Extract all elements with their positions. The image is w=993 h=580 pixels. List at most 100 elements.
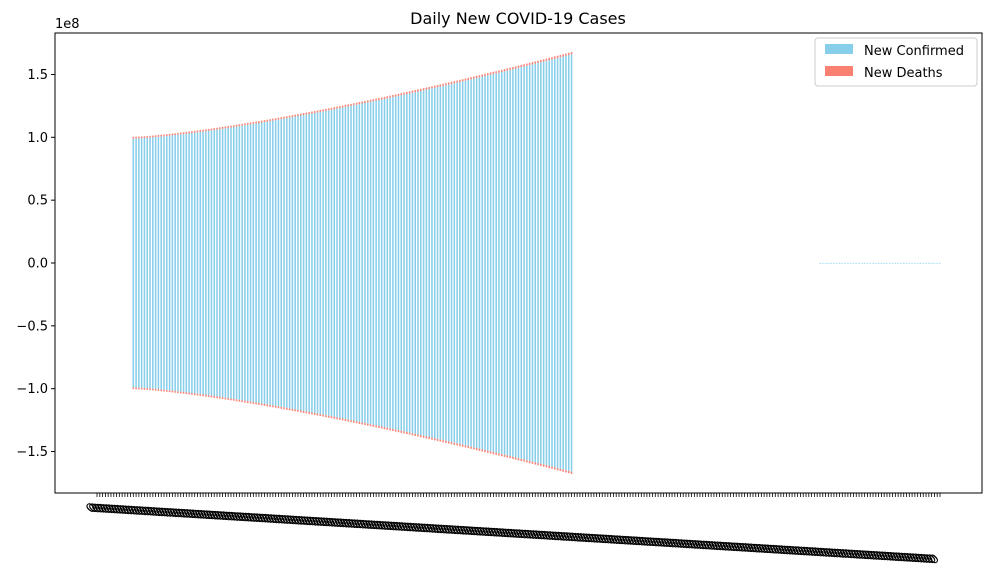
bar-new-deaths-positive <box>562 54 564 57</box>
bar-new-deaths-negative <box>425 436 428 439</box>
bar-new-deaths-positive <box>565 53 567 56</box>
bar-new-confirmed-negative <box>249 263 252 402</box>
bar-new-confirmed-positive <box>526 65 528 264</box>
bar-new-confirmed-negative <box>548 263 550 466</box>
bar-new-deaths-positive <box>442 83 444 86</box>
bar-new-confirmed-positive <box>548 60 550 263</box>
y-tick-label: −0.5 <box>16 319 48 334</box>
bar-new-deaths-negative <box>506 455 509 458</box>
bar-new-deaths-positive <box>450 81 453 84</box>
bar-new-confirmed-negative <box>319 263 322 415</box>
bar-new-deaths-negative <box>157 389 160 391</box>
bar-new-confirmed-negative <box>844 263 846 264</box>
bar-new-deaths-negative <box>442 440 444 443</box>
bar-new-confirmed-positive <box>534 63 537 263</box>
bar-new-confirmed-negative <box>526 263 528 461</box>
bar-new-deaths-positive <box>445 83 447 86</box>
legend: New Confirmed New Deaths <box>814 37 978 87</box>
bar-new-confirmed-positive <box>503 71 506 263</box>
bar-new-confirmed-negative <box>559 263 562 469</box>
bar-new-confirmed-negative <box>500 263 503 455</box>
bar-new-deaths-positive <box>288 115 291 118</box>
bar-new-confirmed-negative <box>880 263 883 264</box>
bar-new-deaths-negative <box>445 440 447 443</box>
bar-new-deaths-negative <box>551 466 553 469</box>
bar-new-deaths-negative <box>372 424 375 427</box>
bar-new-deaths-negative <box>347 419 349 422</box>
bar-new-confirmed-negative <box>386 263 389 428</box>
bar-new-confirmed-negative <box>311 263 313 413</box>
bar-new-confirmed-positive <box>545 60 548 263</box>
bar-new-confirmed-positive <box>339 108 341 263</box>
bar-new-confirmed-positive <box>403 94 405 264</box>
bar-new-deaths-negative <box>542 464 545 467</box>
y-axis: −1.5 −1.0 −0.5 0.0 0.5 1.0 1.5 <box>16 68 55 460</box>
bar-new-confirmed-negative <box>238 263 241 400</box>
bar-new-deaths-negative <box>249 401 252 404</box>
bar-new-deaths-negative <box>199 394 202 396</box>
bar-new-confirmed-negative <box>403 263 405 432</box>
bar-new-confirmed-negative <box>397 263 400 431</box>
bar-new-deaths-positive <box>350 103 352 106</box>
bar-new-confirmed-positive <box>542 61 545 263</box>
bar-new-confirmed-positive <box>461 81 464 263</box>
bar-new-deaths-positive <box>330 107 333 110</box>
bar-new-confirmed-negative <box>417 263 419 435</box>
bar-new-deaths-positive <box>487 73 489 76</box>
bar-new-confirmed-positive <box>196 132 199 263</box>
bar-new-confirmed-negative <box>925 263 927 264</box>
bar-new-deaths-negative <box>484 450 486 453</box>
bar-new-deaths-positive <box>327 108 330 111</box>
bar-new-deaths-negative <box>447 441 450 444</box>
bar-new-deaths-positive <box>353 103 355 106</box>
bar-new-deaths-negative <box>283 407 285 410</box>
bar-new-deaths-positive <box>358 102 361 105</box>
bar-new-confirmed-negative <box>914 263 916 264</box>
bar-new-deaths-positive <box>467 77 470 80</box>
bar-new-deaths-negative <box>523 459 525 462</box>
bar-new-confirmed-negative <box>498 263 500 454</box>
bar-new-confirmed-negative <box>545 263 548 466</box>
bar-new-confirmed-negative <box>456 263 458 444</box>
bar-new-deaths-negative <box>353 420 355 423</box>
bar-new-deaths-negative <box>325 415 327 418</box>
bar-new-deaths-negative <box>565 470 567 473</box>
bar-new-confirmed-positive <box>163 136 165 263</box>
bar-new-confirmed-negative <box>291 263 294 409</box>
bar-new-deaths-negative <box>263 403 266 406</box>
bar-new-confirmed-negative <box>411 263 414 434</box>
bar-new-confirmed-positive <box>193 132 196 263</box>
y-tick-label: 1.0 <box>27 131 48 146</box>
bar-new-deaths-negative <box>235 399 238 402</box>
bar-new-confirmed-negative <box>336 263 338 418</box>
bar-new-deaths-negative <box>556 468 559 471</box>
bar-new-deaths-negative <box>512 456 514 459</box>
bar-new-confirmed-positive <box>333 109 336 264</box>
bar-new-deaths-positive <box>193 130 196 133</box>
y-tick-label: 1.5 <box>27 68 48 83</box>
bar-new-confirmed-negative <box>207 263 210 396</box>
bar-new-confirmed-negative <box>302 263 305 411</box>
bar-new-confirmed-positive <box>523 66 525 263</box>
bar-new-deaths-negative <box>154 388 157 391</box>
bar-new-confirmed-positive <box>414 92 416 264</box>
bar-new-confirmed-negative <box>138 263 140 388</box>
bar-new-deaths-positive <box>202 129 204 132</box>
bar-new-confirmed-positive <box>380 99 383 263</box>
bar-new-confirmed-positive <box>188 133 190 263</box>
bar-new-confirmed-negative <box>266 263 269 405</box>
bar-new-confirmed-negative <box>339 263 341 418</box>
bar-new-deaths-negative <box>149 388 151 391</box>
bar-new-deaths-negative <box>487 450 489 453</box>
bar-new-deaths-positive <box>503 69 506 72</box>
bar-new-confirmed-positive <box>364 102 366 264</box>
bar-new-confirmed-positive <box>492 73 495 263</box>
bar-new-deaths-positive <box>456 80 458 83</box>
bar-new-confirmed-positive <box>316 112 319 263</box>
bar-new-confirmed-positive <box>341 107 344 263</box>
bar-new-deaths-positive <box>439 84 442 87</box>
bar-new-confirmed-positive <box>255 123 257 263</box>
bar-new-confirmed-negative <box>537 263 539 464</box>
bar-new-confirmed-negative <box>389 263 391 429</box>
bar-new-confirmed-positive <box>358 104 361 263</box>
